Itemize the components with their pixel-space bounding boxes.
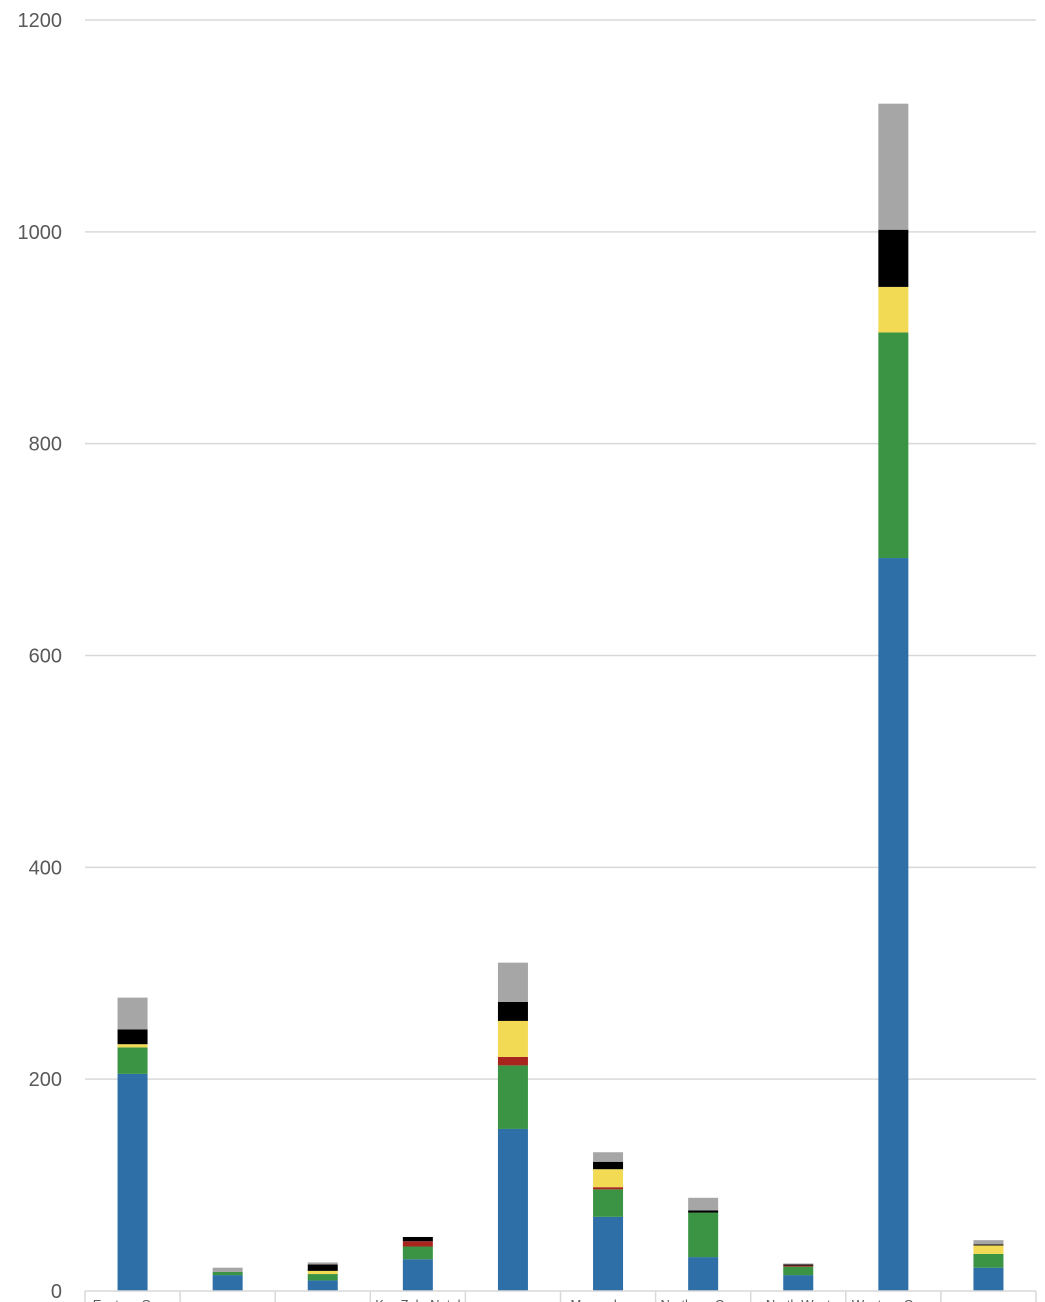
bar-segment-1-5 <box>212 1267 243 1272</box>
y-tick-label-4: 800 <box>29 434 62 456</box>
bar-segment-6-4 <box>688 1210 719 1213</box>
x-tick-label-0: Eastern Cape <box>93 1297 173 1302</box>
bar-segment-0-3 <box>117 1044 148 1048</box>
y-tick-label-0: 0 <box>51 1281 62 1302</box>
bar-segment-7-2 <box>783 1265 814 1267</box>
bar-segment-4-1 <box>497 1065 528 1129</box>
y-tick-label-1: 200 <box>29 1069 62 1091</box>
y-axis-tick-labels: 0 200 400 600 800 1000 1200 <box>18 10 63 1302</box>
x-tick-label-3: KwaZulu-Natal <box>375 1297 460 1302</box>
x-axis: Eastern Cape KwaZulu-Natal Mpumalanga North… <box>84 1290 1037 1302</box>
bar-segment-5-1 <box>593 1189 624 1217</box>
bar-segment-7-1 <box>783 1266 814 1276</box>
bar-segment-8-1 <box>878 332 909 559</box>
bar-segment-2-4 <box>307 1264 338 1271</box>
bar-segment-0-4 <box>117 1029 148 1045</box>
bar-segment-1-0 <box>212 1275 243 1291</box>
y-tick-label-6: 1200 <box>18 10 63 32</box>
bars <box>117 103 1004 1291</box>
x-tick-label-7: North West <box>766 1297 831 1302</box>
bar-segment-4-4 <box>497 1001 528 1021</box>
y-tick-label-2: 400 <box>29 857 62 879</box>
bar-segment-4-5 <box>497 962 528 1002</box>
gridlines <box>85 19 1036 1080</box>
bar-segment-5-3 <box>593 1169 624 1188</box>
bar-segment-2-0 <box>307 1280 338 1291</box>
bar-segment-7-0 <box>783 1275 814 1291</box>
bar-segment-4-2 <box>497 1056 528 1066</box>
bar-segment-8-3 <box>878 286 909 333</box>
bar-segment-2-5 <box>307 1262 338 1265</box>
bar-segment-2-3 <box>307 1270 338 1275</box>
bar-segment-0-1 <box>117 1047 148 1074</box>
x-tick-label-8: Western Cape <box>852 1297 935 1302</box>
x-tick-label-6: Northern Cape <box>661 1297 746 1302</box>
bar-segment-5-2 <box>593 1187 624 1190</box>
bar-segment-6-1 <box>688 1212 719 1258</box>
bar-segment-8-5 <box>878 103 909 230</box>
bar-segment-9-4 <box>973 1244 1004 1246</box>
bar-segment-3-0 <box>402 1259 433 1291</box>
y-tick-label-5: 1000 <box>18 222 63 244</box>
bar-segment-4-3 <box>497 1020 528 1057</box>
bar-segment-0-5 <box>117 997 148 1030</box>
bar-segment-8-4 <box>878 229 909 287</box>
bar-segment-4-0 <box>497 1128 528 1291</box>
bar-segment-9-1 <box>973 1253 1004 1268</box>
bar-segment-2-1 <box>307 1274 338 1281</box>
bar-segment-8-0 <box>878 558 909 1291</box>
bar-segment-9-3 <box>973 1245 1004 1254</box>
x-tick-label-5: Mpumalanga <box>570 1297 646 1302</box>
bar-segment-9-5 <box>973 1240 1004 1245</box>
bar-segment-6-0 <box>688 1257 719 1291</box>
bar-segment-7-5 <box>783 1263 814 1265</box>
y-tick-label-3: 600 <box>29 646 62 668</box>
bar-segment-5-0 <box>593 1216 624 1291</box>
bar-segment-6-5 <box>688 1197 719 1211</box>
bar-segment-9-0 <box>973 1267 1004 1291</box>
bar-segment-5-4 <box>593 1161 624 1170</box>
bar-segment-5-5 <box>593 1152 624 1162</box>
bar-segment-3-2 <box>402 1241 433 1247</box>
bar-segment-3-4 <box>402 1236 433 1242</box>
bar-segment-0-0 <box>117 1073 148 1291</box>
bar-segment-7-4 <box>783 1264 814 1266</box>
bar-segment-1-1 <box>212 1271 243 1276</box>
bar-segment-3-1 <box>402 1246 433 1260</box>
